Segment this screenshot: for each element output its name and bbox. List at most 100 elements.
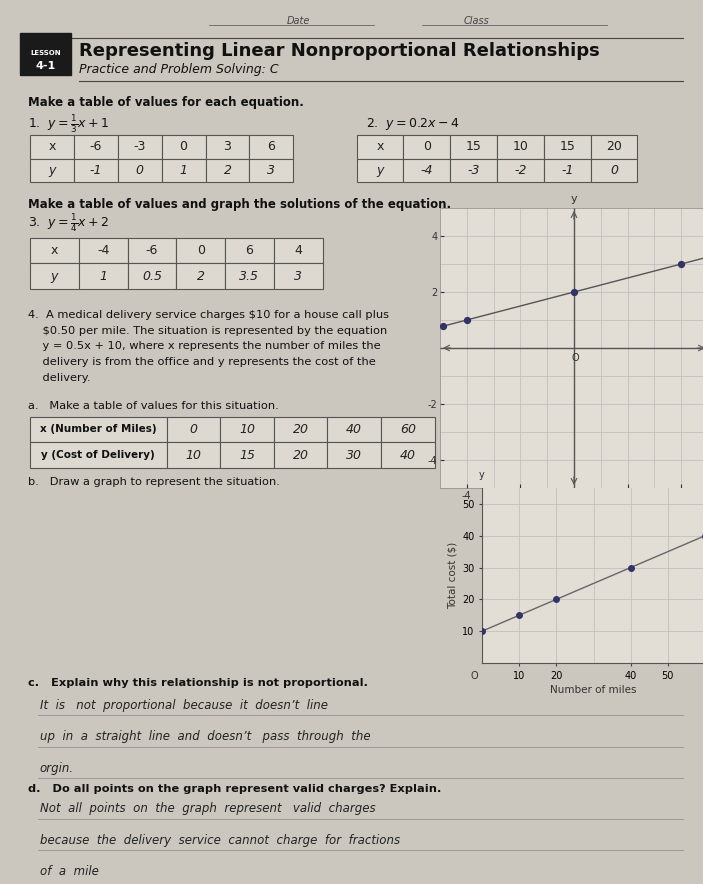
Text: x (Number of Miles): x (Number of Miles) bbox=[40, 424, 157, 434]
Text: $0.50 per mile. The situation is represented by the equation: $0.50 per mile. The situation is represe… bbox=[28, 325, 387, 336]
Bar bbox=[205, 158, 250, 182]
Point bbox=[461, 313, 472, 327]
Bar bbox=[30, 135, 74, 158]
Text: Make a table of values and graph the solutions of the equation.: Make a table of values and graph the sol… bbox=[28, 198, 451, 210]
Text: -3: -3 bbox=[467, 164, 480, 177]
Point bbox=[676, 257, 687, 271]
Text: because  the  delivery  service  cannot  charge  for  fractions: because the delivery service cannot char… bbox=[40, 834, 400, 847]
Text: x: x bbox=[51, 244, 58, 257]
Text: d.   Do all points on the graph represent valid charges? Explain.: d. Do all points on the graph represent … bbox=[28, 784, 441, 794]
Text: y: y bbox=[49, 164, 56, 177]
Bar bbox=[167, 416, 220, 442]
Bar bbox=[205, 135, 250, 158]
Bar bbox=[118, 135, 162, 158]
Point bbox=[550, 592, 562, 606]
Bar bbox=[328, 442, 381, 468]
Bar bbox=[450, 158, 497, 182]
Text: 4: 4 bbox=[295, 244, 302, 257]
Text: of  a  mile: of a mile bbox=[40, 865, 98, 879]
Text: 3: 3 bbox=[224, 141, 231, 153]
Text: -3: -3 bbox=[134, 141, 146, 153]
Point bbox=[514, 608, 525, 622]
Bar bbox=[30, 158, 74, 182]
Bar bbox=[30, 263, 79, 289]
Bar bbox=[450, 135, 497, 158]
Bar bbox=[79, 238, 127, 263]
Bar bbox=[404, 158, 450, 182]
Text: 15: 15 bbox=[239, 448, 255, 461]
Text: It  is   not  proportional  because  it  doesn’t  line: It is not proportional because it doesn’… bbox=[40, 698, 328, 712]
Bar bbox=[381, 442, 434, 468]
Bar bbox=[79, 263, 127, 289]
Text: y: y bbox=[479, 470, 485, 481]
Bar bbox=[127, 263, 176, 289]
Text: 40: 40 bbox=[400, 448, 416, 461]
Text: x: x bbox=[49, 141, 56, 153]
Text: 3.5: 3.5 bbox=[240, 270, 259, 283]
Bar bbox=[30, 442, 167, 468]
Text: 30: 30 bbox=[347, 448, 362, 461]
Y-axis label: Total cost ($): Total cost ($) bbox=[448, 542, 458, 609]
Bar bbox=[328, 416, 381, 442]
Text: 15: 15 bbox=[560, 141, 575, 153]
Text: 20: 20 bbox=[292, 423, 309, 436]
Text: a.   Make a table of values for this situation.: a. Make a table of values for this situa… bbox=[28, 400, 279, 411]
Bar bbox=[273, 442, 328, 468]
Text: c.   Explain why this relationship is not proportional.: c. Explain why this relationship is not … bbox=[28, 678, 368, 689]
Text: 0: 0 bbox=[189, 423, 198, 436]
Bar bbox=[497, 158, 544, 182]
Text: 0.5: 0.5 bbox=[142, 270, 162, 283]
Bar bbox=[127, 238, 176, 263]
Bar bbox=[74, 158, 118, 182]
Bar bbox=[220, 442, 273, 468]
Bar bbox=[381, 416, 434, 442]
Text: 20: 20 bbox=[292, 448, 309, 461]
Point bbox=[477, 624, 488, 638]
Bar bbox=[497, 135, 544, 158]
Text: -4: -4 bbox=[420, 164, 433, 177]
Text: y = 0.5x + 10, where x represents the number of miles the: y = 0.5x + 10, where x represents the nu… bbox=[28, 341, 381, 351]
Bar bbox=[30, 416, 167, 442]
Bar bbox=[74, 135, 118, 158]
Bar bbox=[176, 238, 225, 263]
Bar bbox=[273, 263, 323, 289]
Text: -1: -1 bbox=[561, 164, 574, 177]
Text: Medical Delivery
Costs: Medical Delivery Costs bbox=[514, 455, 624, 484]
Text: 2.  $y = 0.2x - 4$: 2. $y = 0.2x - 4$ bbox=[366, 116, 460, 132]
Text: 0: 0 bbox=[610, 164, 618, 177]
Text: 60: 60 bbox=[400, 423, 416, 436]
Text: O: O bbox=[471, 671, 479, 681]
Bar bbox=[167, 442, 220, 468]
Text: b.   Draw a graph to represent the situation.: b. Draw a graph to represent the situati… bbox=[28, 476, 280, 487]
Text: -6: -6 bbox=[90, 141, 102, 153]
X-axis label: Number of miles: Number of miles bbox=[550, 685, 637, 695]
Bar bbox=[273, 416, 328, 442]
Text: O: O bbox=[572, 353, 579, 362]
Text: -2: -2 bbox=[514, 164, 527, 177]
Bar bbox=[544, 135, 591, 158]
Text: LESSON: LESSON bbox=[30, 50, 61, 56]
Bar bbox=[591, 135, 638, 158]
Text: orgin.: orgin. bbox=[40, 762, 74, 774]
Text: 10: 10 bbox=[186, 448, 201, 461]
Text: -4: -4 bbox=[97, 244, 110, 257]
Bar bbox=[544, 158, 591, 182]
Bar bbox=[250, 158, 293, 182]
Text: 6: 6 bbox=[245, 244, 253, 257]
Text: 4.  A medical delivery service charges $10 for a house call plus: 4. A medical delivery service charges $1… bbox=[28, 309, 389, 320]
Point bbox=[625, 560, 636, 575]
Text: Date: Date bbox=[287, 16, 310, 27]
Bar bbox=[404, 135, 450, 158]
Text: Representing Linear Nonproportional Relationships: Representing Linear Nonproportional Rela… bbox=[79, 42, 600, 60]
Bar bbox=[118, 158, 162, 182]
Text: 3.  $y = \frac{1}{4}x + 2$: 3. $y = \frac{1}{4}x + 2$ bbox=[28, 212, 109, 234]
Bar bbox=[356, 135, 404, 158]
Bar bbox=[356, 158, 404, 182]
Text: x: x bbox=[376, 141, 384, 153]
Bar bbox=[30, 238, 79, 263]
Bar bbox=[162, 135, 205, 158]
Text: 2: 2 bbox=[197, 270, 205, 283]
Text: Class: Class bbox=[464, 16, 489, 27]
Text: 15: 15 bbox=[465, 141, 482, 153]
Text: 3: 3 bbox=[267, 164, 276, 177]
